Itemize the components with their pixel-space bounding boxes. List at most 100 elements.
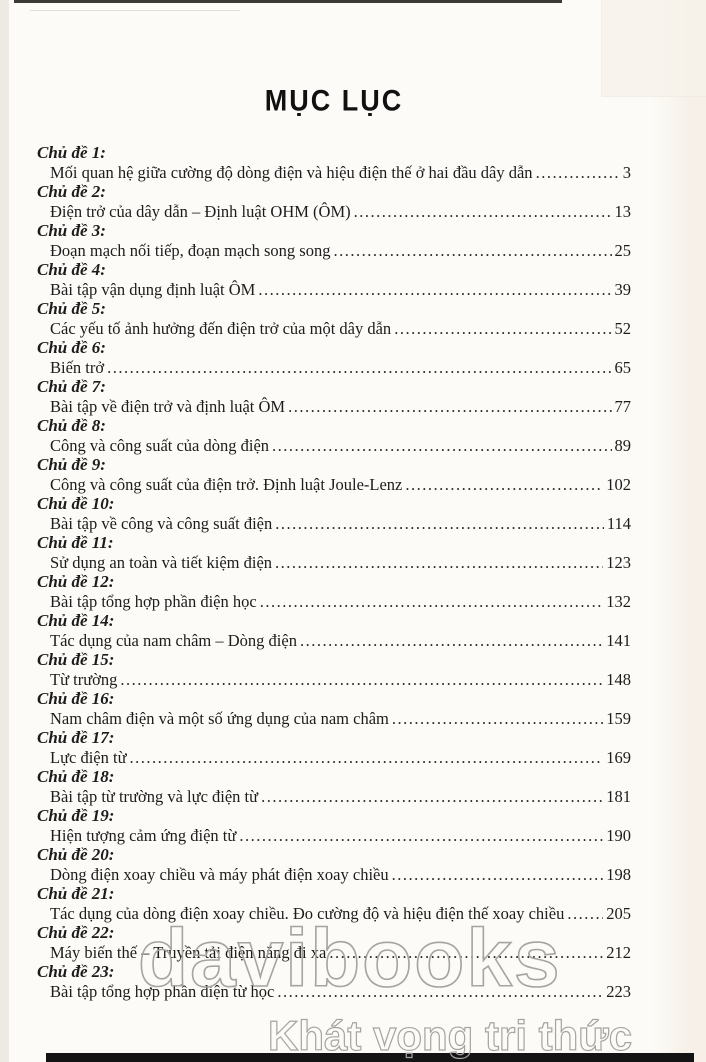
toc-entry-line: Các yếu tố ảnh hưởng đến điện trở của mộ… (37, 319, 631, 339)
dotted-leader (260, 592, 604, 612)
toc-entry-line: Điện trở của dây dẫn – Định luật OHM (ÔM… (37, 202, 631, 222)
toc-page-number: 148 (606, 669, 631, 689)
toc-entry-line: Bài tập tổng hợp phần điện từ học 223 (37, 982, 631, 1002)
toc-topic-label: Chủ đề 9: (37, 455, 106, 474)
toc-entry-title: Mối quan hệ giữa cường độ dòng điện và h… (50, 162, 533, 182)
toc-page-number: 190 (606, 825, 631, 845)
dotted-leader (405, 475, 603, 495)
scan-bottom-black-bar (46, 1053, 694, 1062)
toc-entry-line: Từ trường 148 (37, 670, 631, 690)
dotted-leader (258, 280, 611, 300)
dotted-leader (392, 709, 603, 729)
toc-page-number: 205 (606, 903, 631, 923)
toc-entry-title: Sử dụng an toàn và tiết kiệm điện (50, 552, 273, 572)
toc-entry-line: Sử dụng an toàn và tiết kiệm điện 123 (37, 553, 631, 573)
toc-entry: Chủ đề 20: Dòng điện xoay chiều và máy ph… (37, 845, 631, 884)
toc-entry: Chủ đề 1: Mối quan hệ giữa cường độ dòng … (37, 143, 631, 182)
toc-entry: Chủ đề 3: Đoạn mạch nối tiếp, đoạn mạch s… (37, 221, 631, 260)
toc-topic-label: Chủ đề 1: (37, 143, 106, 162)
dotted-leader (261, 787, 603, 807)
toc-topic-label: Chủ đề 14: (37, 611, 115, 630)
dotted-leader (120, 670, 603, 690)
toc-page-number: 123 (606, 552, 631, 572)
toc-page-number: 132 (606, 591, 631, 611)
dotted-leader (536, 163, 620, 183)
toc-entry-line: Đoạn mạch nối tiếp, đoạn mạch song song 2… (37, 241, 631, 261)
toc-topic-label: Chủ đề 3: (37, 221, 106, 240)
toc-topic-label: Chủ đề 7: (37, 377, 106, 396)
toc-page-number: 52 (614, 318, 632, 338)
toc-entry-title: Từ trường (50, 669, 118, 689)
toc-entry: Chủ đề 8: Công và công suất của dòng điện… (37, 416, 631, 455)
scan-left-edge-shade (0, 0, 9, 1062)
toc-entry: Chủ đề 16: Nam châm điện và một số ứng dụ… (37, 689, 631, 728)
dotted-leader (239, 826, 603, 846)
scan-right-edge-shade (652, 0, 706, 1062)
toc-entry: Chủ đề 12: Bài tập tổng hợp phần điện học… (37, 572, 631, 611)
dotted-leader (288, 397, 611, 417)
toc-entry: Chủ đề 17:Lực điện từ 169 (37, 728, 631, 767)
toc-entry-title: Tác dụng của nam châm – Dòng điện (50, 630, 297, 650)
toc-entry: Chủ đề 7: Bài tập về điện trở và định luậ… (37, 377, 631, 416)
dotted-leader (392, 865, 604, 885)
toc-content: MỤC LỤC Chủ đề 1: Mối quan hệ giữa cường … (37, 84, 631, 1001)
toc-entry-title: Nam châm điện và một số ứng dụng của nam… (50, 708, 389, 728)
toc-entry-title: Bài tập vận dụng định luật ÔM (50, 279, 256, 299)
toc-entry-title: Hiện tượng cảm ứng điện từ (50, 825, 237, 845)
toc-entry-line: Bài tập về điện trở và định luật ÔM 77 (37, 397, 631, 417)
toc-entry-title: Bài tập về công và công suất điện (50, 513, 273, 533)
toc-entry-line: Tác dụng của dòng điện xoay chiều. Đo cư… (37, 904, 631, 924)
dotted-leader (567, 904, 603, 924)
toc-topic-label: Chủ đề 17: (37, 728, 115, 747)
toc-entry-line: Mối quan hệ giữa cường độ dòng điện và h… (37, 163, 631, 183)
toc-topic-label: Chủ đề 19: (37, 806, 115, 825)
toc-entry-title: Bài tập tổng hợp phần điện học (50, 591, 257, 611)
toc-topic-label: Chủ đề 5: (37, 299, 106, 318)
toc-topic-label: Chủ đề 8: (37, 416, 106, 435)
toc-topic-label: Chủ đề 4: (37, 260, 106, 279)
toc-entry-title: Điện trở của dây dẫn – Định luật OHM (ÔM… (50, 201, 351, 221)
dotted-leader (277, 982, 603, 1002)
toc-entry-line: Hiện tượng cảm ứng điện từ 190 (37, 826, 631, 846)
toc-entry-line: Nam châm điện và một số ứng dụng của nam… (37, 709, 631, 729)
toc-entry: Chủ đề 14: Tác dụng của nam châm – Dòng đ… (37, 611, 631, 650)
toc-entry: Chủ đề 23: Bài tập tổng hợp phần điện từ … (37, 962, 631, 1001)
dotted-leader (394, 319, 611, 339)
toc-page-number: 198 (606, 864, 631, 884)
toc-entry: Chủ đề 5: Các yếu tố ảnh hưởng đến điện t… (37, 299, 631, 338)
toc-topic-label: Chủ đề 22: (37, 923, 115, 942)
toc-entry-line: Công và công suất của dòng điện 89 (37, 436, 631, 456)
toc-entry: Chủ đề 22: Máy biến thế – Truyền tải điện… (37, 923, 631, 962)
toc-entry-line: Bài tập tổng hợp phần điện học 132 (37, 592, 631, 612)
toc-entry-title: Tác dụng của dòng điện xoay chiều. Đo cư… (50, 903, 565, 923)
dotted-leader (354, 202, 612, 222)
toc-entry-title: Bài tập tổng hợp phần điện từ học (50, 981, 275, 1001)
toc-entry-line: Dòng điện xoay chiều và máy phát điện xo… (37, 865, 631, 885)
toc-page-number: 114 (606, 513, 631, 533)
toc-topic-label: Chủ đề 2: (37, 182, 106, 201)
toc-topic-label: Chủ đề 12: (37, 572, 115, 591)
scan-top-right-corner-tint (601, 0, 706, 97)
toc-entry-line: Biến trở 65 (37, 358, 631, 378)
toc-topic-label: Chủ đề 23: (37, 962, 115, 981)
toc-topic-label: Chủ đề 15: (37, 650, 115, 669)
scan-top-faint-line (30, 10, 240, 11)
dotted-leader (275, 514, 604, 534)
toc-topic-label: Chủ đề 10: (37, 494, 115, 513)
toc-entry: Chủ đề 15:Từ trường 148 (37, 650, 631, 689)
dotted-leader (272, 436, 611, 456)
toc-entry-title: Đoạn mạch nối tiếp, đoạn mạch song song (50, 240, 331, 260)
toc-entry: Chủ đề 4:Bài tập vận dụng định luật ÔM 39 (37, 260, 631, 299)
dotted-leader (107, 358, 611, 378)
toc-page-number: 65 (614, 357, 632, 377)
toc-topic-label: Chủ đề 11: (37, 533, 114, 552)
toc-entry-line: Bài tập về công và công suất điện 114 (37, 514, 631, 534)
toc-page-number: 169 (606, 747, 631, 767)
dotted-leader (329, 943, 603, 963)
toc-list: Chủ đề 1: Mối quan hệ giữa cường độ dòng … (37, 143, 631, 1001)
page-title: MỤC LỤC (264, 84, 404, 118)
toc-entry: Chủ đề 21: Tác dụng của dòng điện xoay ch… (37, 884, 631, 923)
toc-entry-title: Bài tập từ trường và lực điện từ (50, 786, 259, 806)
dotted-leader (275, 553, 603, 573)
